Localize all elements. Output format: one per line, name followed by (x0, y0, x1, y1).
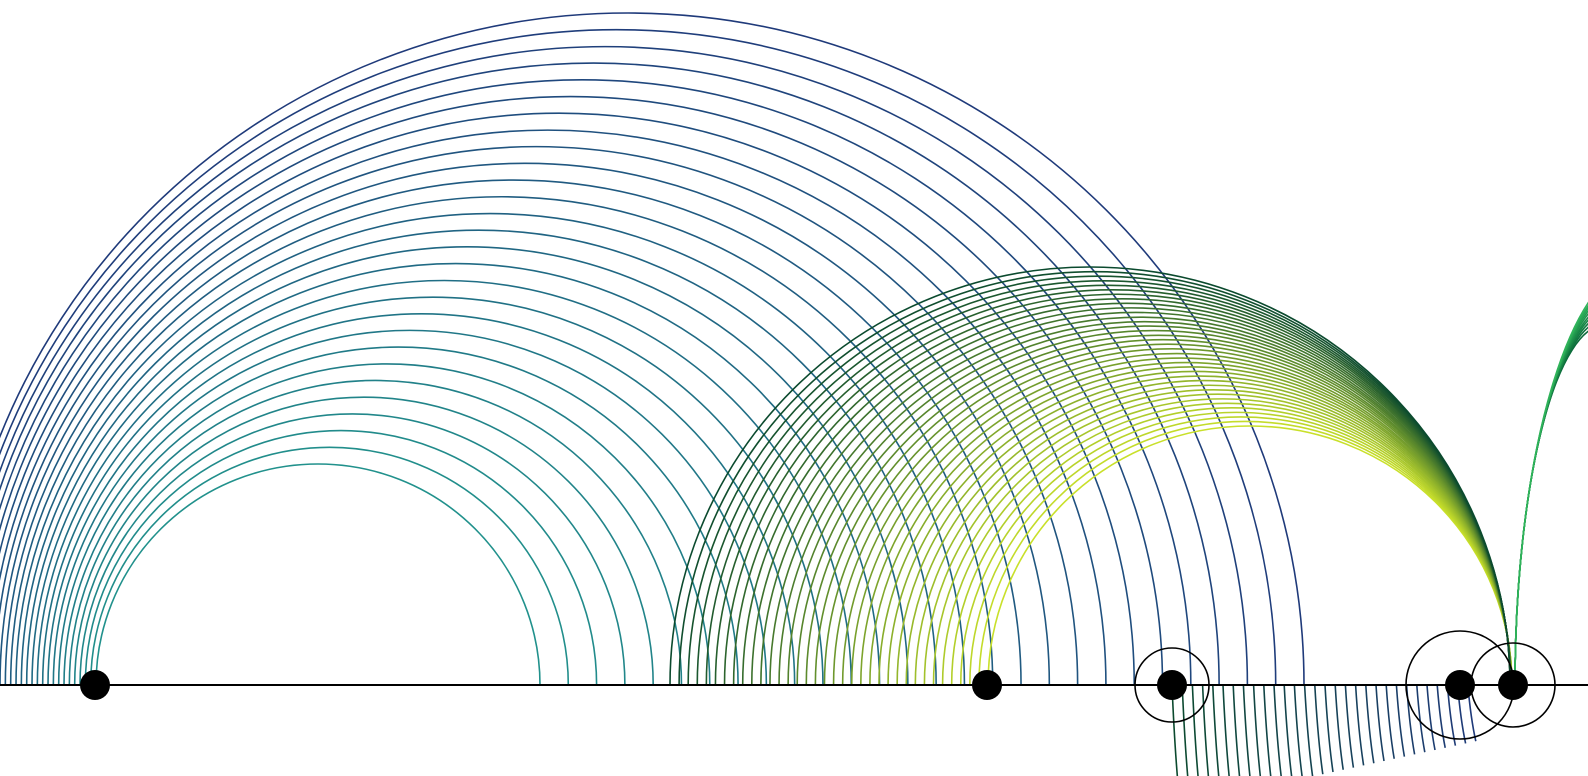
arc (823, 344, 1512, 686)
point-p2 (972, 670, 1002, 700)
arc (52, 330, 768, 686)
arc (79, 413, 626, 686)
arc (47, 312, 796, 686)
arc (1354, 684, 1365, 766)
arc (1514, 312, 1588, 686)
arc (1324, 684, 1334, 773)
arc (1212, 684, 1220, 776)
arc (4, 179, 1022, 686)
arc (57, 346, 739, 686)
arc (63, 362, 711, 686)
arc (0, 146, 1079, 686)
arc (1232, 684, 1241, 776)
arc (1222, 684, 1230, 776)
arc (841, 352, 1512, 686)
arc (1365, 684, 1375, 764)
arc (1293, 684, 1303, 776)
arc (1344, 684, 1355, 768)
arc (1191, 684, 1199, 776)
arc (696, 280, 1511, 686)
arc (1283, 684, 1293, 776)
arc (1514, 330, 1588, 686)
arc (887, 375, 1513, 686)
arc (0, 12, 1305, 686)
arc (1385, 684, 1395, 759)
arc (68, 379, 683, 686)
arc (84, 430, 598, 686)
arc (1514, 326, 1588, 686)
family-c (1515, 265, 1588, 685)
arc (89, 446, 570, 686)
arc (1242, 684, 1251, 776)
arc (9, 195, 994, 686)
arc (1314, 684, 1324, 775)
arc (1201, 684, 1210, 776)
reference-circle (1134, 647, 1210, 723)
arc (832, 347, 1512, 686)
point-p3 (1157, 670, 1187, 700)
arc (31, 262, 881, 686)
arc (1395, 684, 1406, 757)
arc (669, 266, 1511, 686)
arc (1514, 301, 1588, 686)
arc (0, 129, 1107, 686)
point-p4 (1445, 670, 1475, 700)
arc (20, 229, 937, 686)
family-b (669, 266, 1513, 686)
arc (1263, 684, 1272, 776)
arc (73, 396, 654, 686)
arc (0, 163, 1049, 685)
arc (914, 389, 1513, 686)
arc (1426, 684, 1436, 751)
points-layer (80, 670, 1528, 700)
arc (1436, 684, 1446, 748)
arc (760, 312, 1512, 686)
arc (978, 421, 1513, 686)
arc (1334, 684, 1344, 770)
arc (850, 357, 1512, 686)
arc (732, 298, 1512, 686)
arc (1273, 684, 1282, 776)
point-p1 (80, 670, 110, 700)
arc (1181, 684, 1189, 776)
arc (0, 30, 1276, 685)
arc (25, 246, 909, 686)
arc (41, 296, 824, 686)
arc (0, 45, 1249, 686)
arc (1515, 299, 1588, 685)
arc (705, 284, 1512, 686)
arc (1515, 305, 1588, 685)
arc (95, 463, 541, 686)
arc (1303, 684, 1314, 776)
arc (1252, 684, 1262, 776)
arc (1514, 322, 1588, 686)
arc (1514, 309, 1588, 686)
arcs-layer (0, 12, 1588, 776)
arc (1375, 684, 1385, 762)
arc (36, 279, 853, 686)
point-p5 (1498, 670, 1528, 700)
arc (15, 212, 966, 686)
